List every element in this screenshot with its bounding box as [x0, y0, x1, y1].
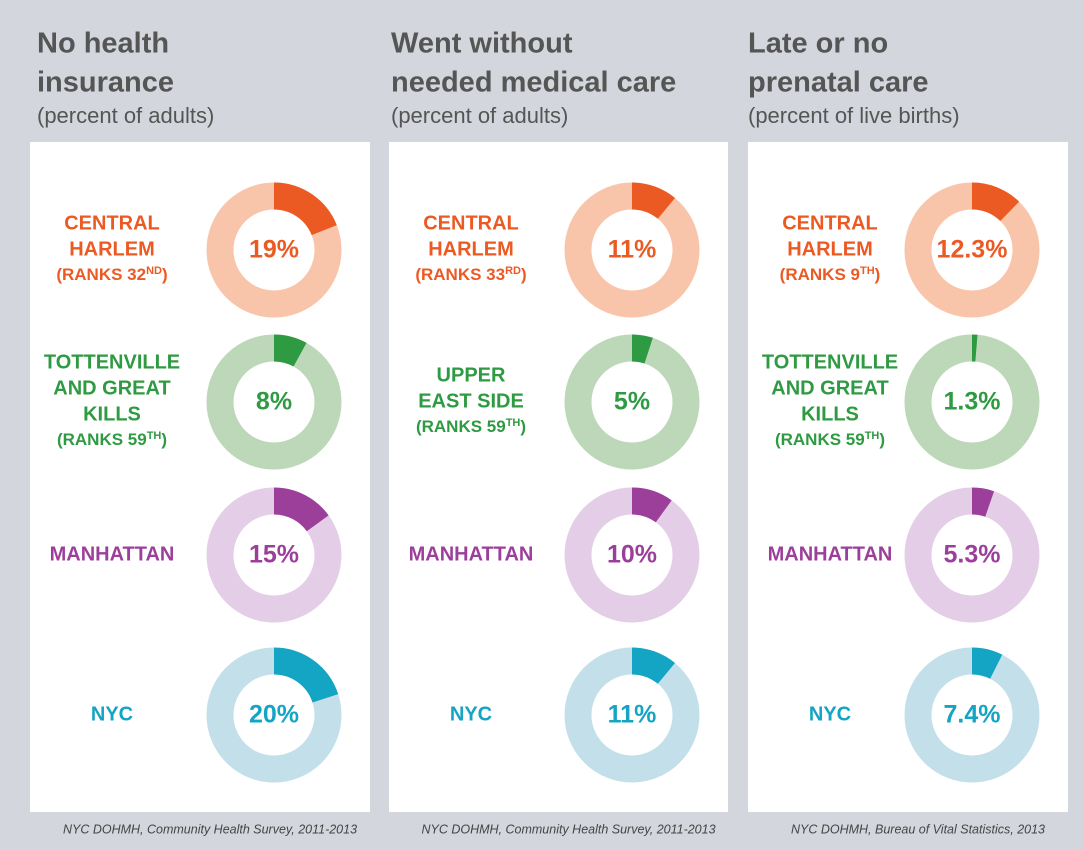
value-label: 5% [614, 388, 650, 416]
category-label: KILLS [83, 403, 141, 425]
panel-subtitle: (percent of adults) [37, 103, 214, 128]
value-label: 11% [608, 236, 657, 264]
rank-close: ) [162, 265, 168, 284]
category-label: NYC [91, 703, 133, 725]
category-label: NYC [450, 703, 492, 725]
value-label: 7.4% [944, 701, 1001, 729]
category-label: UPPER [437, 364, 506, 386]
category-label: AND GREAT [771, 377, 888, 399]
category-label: MANHATTAN [768, 543, 893, 565]
category-label: HARLEM [428, 238, 514, 260]
donut-segment [631, 647, 676, 685]
value-label: 1.3% [944, 388, 1001, 416]
panel-title: insurance [37, 67, 174, 99]
panel-subtitle: (percent of adults) [391, 103, 568, 128]
donut-segment [971, 647, 1003, 680]
rank-label: (RANKS 59TH) [416, 417, 526, 437]
donut-segment [273, 334, 307, 367]
donut-segment [273, 487, 329, 532]
donut-segment [631, 487, 672, 523]
donut-segment [971, 182, 1020, 222]
value-label: 10% [607, 541, 657, 569]
value-label: 5.3% [944, 541, 1001, 569]
donut-segment [971, 487, 995, 517]
source-note: NYC DOHMH, Community Health Survey, 2011… [421, 822, 715, 836]
value-label: 11% [608, 701, 657, 729]
donut-segment [631, 182, 676, 220]
rank-text: (RANKS 59 [775, 430, 865, 449]
panel-title: Went without [391, 28, 573, 60]
panel-subtitle: (percent of live births) [748, 103, 960, 128]
rank-suffix: TH [860, 265, 875, 277]
rank-text: (RANKS 32 [56, 265, 146, 284]
rank-text: (RANKS 59 [416, 417, 506, 436]
rank-text: (RANKS 33 [415, 265, 505, 284]
rank-suffix: TH [506, 417, 521, 429]
value-label: 15% [249, 541, 299, 569]
category-label: CENTRAL [782, 212, 878, 234]
rank-label: (RANKS 32ND) [56, 265, 167, 285]
panel-title: Late or no [748, 28, 888, 60]
rank-suffix: ND [146, 265, 162, 277]
rank-suffix: TH [147, 430, 162, 442]
category-label: MANHATTAN [50, 543, 175, 565]
rank-close: ) [875, 265, 881, 284]
donut-segment [273, 182, 337, 236]
panel-title: needed medical care [391, 67, 676, 99]
rank-suffix: TH [865, 430, 880, 442]
donut-segment [273, 647, 339, 704]
rank-close: ) [879, 430, 885, 449]
category-label: CENTRAL [423, 212, 519, 234]
category-label: NYC [809, 703, 851, 725]
rank-close: ) [161, 430, 167, 449]
category-label: KILLS [801, 403, 859, 425]
rank-close: ) [520, 417, 526, 436]
category-label: AND GREAT [53, 377, 170, 399]
rank-text: (RANKS 59 [57, 430, 147, 449]
rank-label: (RANKS 59TH) [57, 430, 167, 450]
category-label: TOTTENVILLE [762, 351, 898, 373]
value-label: 8% [256, 388, 292, 416]
value-label: 20% [249, 701, 299, 729]
panel-title: No health [37, 28, 169, 60]
rank-label: (RANKS 9TH) [780, 265, 881, 285]
category-label: HARLEM [787, 238, 873, 260]
rank-text: (RANKS 9 [780, 265, 860, 284]
donut-segment [631, 334, 653, 364]
rank-label: (RANKS 33RD) [415, 265, 526, 285]
category-label: MANHATTAN [409, 543, 534, 565]
value-label: 19% [249, 236, 299, 264]
panel-title: prenatal care [748, 67, 929, 99]
value-label: 12.3% [937, 236, 1008, 264]
rank-label: (RANKS 59TH) [775, 430, 885, 450]
source-note: NYC DOHMH, Community Health Survey, 2011… [63, 822, 357, 836]
rank-suffix: RD [505, 265, 521, 277]
rank-close: ) [521, 265, 527, 284]
category-label: TOTTENVILLE [44, 351, 180, 373]
category-label: CENTRAL [64, 212, 160, 234]
source-note: NYC DOHMH, Bureau of Vital Statistics, 2… [791, 822, 1045, 836]
category-label: EAST SIDE [418, 390, 524, 412]
category-label: HARLEM [69, 238, 155, 260]
